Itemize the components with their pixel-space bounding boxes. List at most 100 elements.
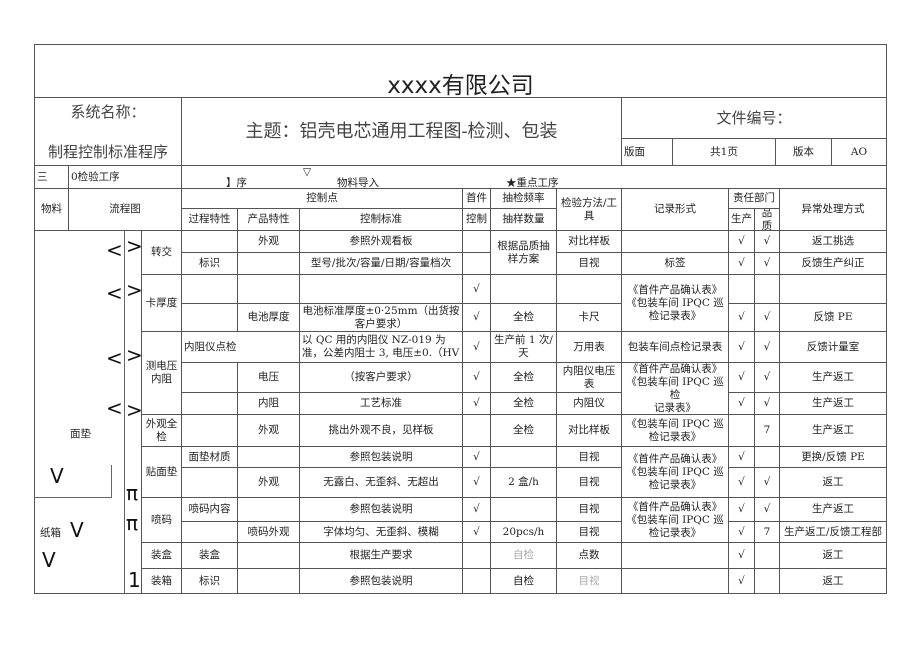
control-standard: 参照包装说明	[299, 446, 463, 468]
control-standard: 参照包装说明	[299, 568, 463, 594]
dept-quality: √	[754, 497, 780, 522]
inspection-method	[556, 274, 622, 304]
exception-handling: 生产返工	[779, 414, 887, 447]
control-standard: 参照外观看板	[299, 230, 463, 253]
control-standard: 工艺标准	[299, 392, 463, 415]
inspection-method: 目视	[556, 467, 622, 498]
version-label: 版本	[775, 138, 832, 166]
flow-symbol: <	[106, 346, 123, 370]
process-name: 贴面垫	[141, 446, 182, 498]
first-piece-check	[462, 414, 491, 447]
subject-label: 主题：	[245, 121, 300, 142]
col-product-char: 产品特性	[237, 208, 300, 231]
dept-production: √	[728, 230, 755, 253]
process-characteristic: 面垫材质	[181, 446, 238, 468]
dept-production: √	[728, 331, 755, 363]
material-zhixiang: 纸箱	[40, 527, 61, 539]
inspection-method: 目视	[556, 497, 622, 522]
dept-production	[728, 274, 755, 304]
col-dept-qual: 品质	[754, 208, 780, 231]
sampling-frequency	[490, 274, 557, 304]
first-piece-check	[462, 230, 491, 253]
first-piece-check: √	[462, 467, 491, 498]
dept-production	[728, 414, 755, 447]
process-characteristic	[181, 274, 238, 304]
exception-handling: 返工	[779, 467, 887, 498]
control-standard: 以 QC 用的内阻仪 NZ-019 为准，公差内阻士 3, 电压±0.（HV	[299, 331, 463, 363]
control-standard	[299, 274, 463, 304]
first-piece-check: √	[462, 392, 491, 415]
process-characteristic	[181, 230, 238, 253]
dept-production: √	[728, 467, 755, 498]
sampling-frequency: 根据品质抽样方案	[490, 230, 557, 275]
col-flow: 流程图	[68, 188, 182, 231]
dept-production: √	[728, 568, 755, 594]
legend-key-process: ★重点工序	[506, 177, 559, 189]
process-characteristic	[181, 414, 238, 447]
exception-handling: 生产返工	[779, 392, 887, 415]
first-piece-check	[462, 542, 491, 569]
col-action: 异常处理方式	[779, 188, 887, 231]
exception-handling: 生产返工	[779, 497, 887, 522]
product-characteristic	[237, 568, 300, 594]
col-control-point: 控制点	[181, 188, 463, 209]
material-mianzhen: 面垫	[70, 428, 91, 440]
dept-quality: √	[754, 467, 780, 498]
exception-handling: 生产返工	[779, 362, 887, 393]
process-characteristic: 内阻仪点检	[181, 331, 300, 363]
product-characteristic: 外观	[237, 467, 300, 498]
process-characteristic	[181, 467, 238, 498]
control-standard: 电池标准厚度±0·25mm（出货按客户要求）	[299, 303, 463, 332]
record-form	[621, 230, 729, 253]
inspection-method: 对比样板	[556, 230, 622, 253]
system-name: 制程控制标准程序	[47, 142, 168, 161]
first-piece-check: √	[462, 274, 491, 304]
process-characteristic	[181, 303, 238, 332]
exception-handling: 返工	[779, 542, 887, 569]
dept-quality	[754, 274, 780, 304]
record-form: 《首件产品确认表》 《包装车间 IPQC 巡检记录表》	[621, 497, 729, 543]
control-standard: 挑出外观不良，见样板	[299, 414, 463, 447]
product-characteristic: 内阻	[237, 392, 300, 415]
flow-symbol: V	[42, 548, 56, 572]
process-characteristic	[181, 392, 238, 415]
dept-production: √	[728, 542, 755, 569]
sampling-frequency: 全检	[490, 414, 557, 447]
inspection-method: 目视	[556, 521, 622, 543]
first-piece-check: √	[462, 446, 491, 468]
sampling-frequency: 自检	[490, 542, 557, 569]
record-form	[621, 542, 729, 569]
process-name: 测电压 内阻	[141, 331, 182, 415]
dept-quality	[754, 446, 780, 468]
control-standard: 型号/批次/容量/日期/容量档次	[299, 252, 463, 275]
flow-symbol: π	[126, 511, 139, 535]
product-characteristic	[237, 542, 300, 569]
col-first-piece: 首件	[462, 188, 491, 209]
dept-quality	[754, 542, 780, 569]
dept-production: √	[728, 392, 755, 415]
process-characteristic	[181, 521, 238, 543]
process-name: 外观全检	[141, 414, 182, 447]
sampling-frequency: 2 盒/h	[490, 467, 557, 498]
col-sample-size: 抽样数量	[490, 208, 557, 231]
flow-divider	[34, 497, 112, 498]
flow-divider-vertical	[111, 465, 112, 497]
col-dept-prod: 生产	[728, 208, 755, 231]
legend-process: 】序	[226, 177, 247, 189]
flow-symbol: <	[106, 281, 123, 305]
flow-symbol: >	[126, 234, 143, 258]
control-standard: 无露白、无歪斜、无超出	[299, 467, 463, 498]
inspection-method: 目视	[556, 568, 622, 594]
exception-handling: 返工挑选	[779, 230, 887, 253]
col-record: 记录形式	[621, 188, 729, 231]
sampling-frequency: 全检	[490, 362, 557, 393]
dept-production: √	[728, 362, 755, 393]
record-form: 《包装车间 IPQC 巡检记录表》	[621, 414, 729, 447]
inspection-method: 内阻仪	[556, 392, 622, 415]
dept-quality: 7	[754, 414, 780, 447]
dept-quality: 7	[754, 521, 780, 543]
flow-symbol: <	[106, 238, 123, 262]
version-value: AO	[831, 138, 887, 166]
first-piece-check: √	[462, 331, 491, 363]
flow-vertical-line	[124, 230, 125, 593]
